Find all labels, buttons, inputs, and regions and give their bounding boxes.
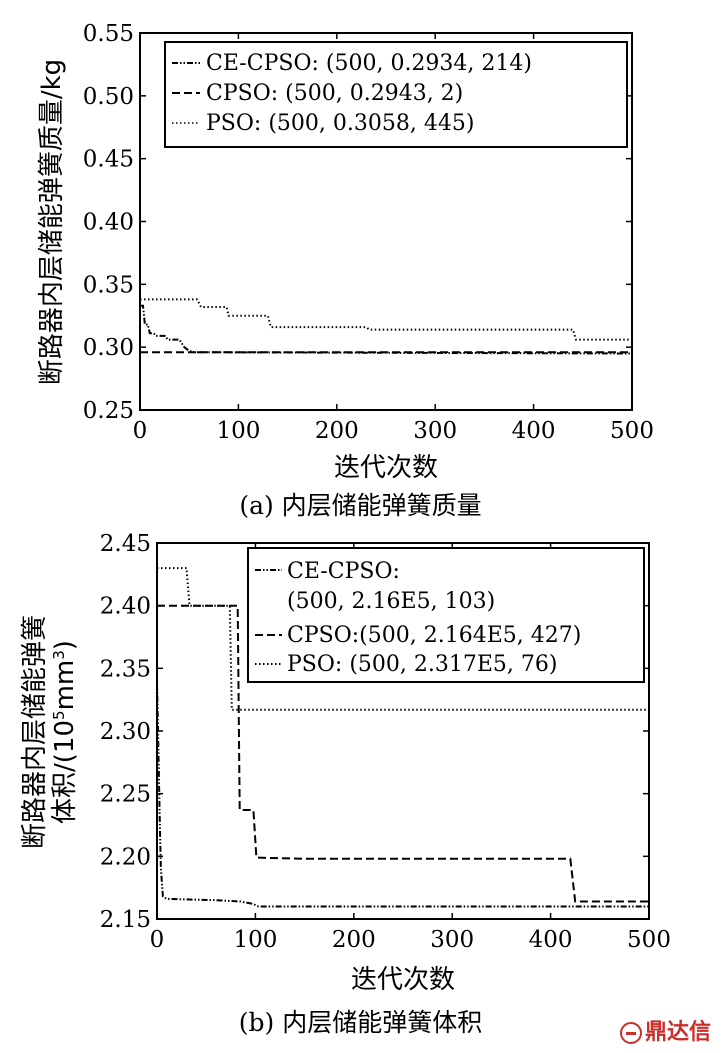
chart-a-xtick-label: 200 [315, 418, 359, 444]
chart-a-ytick-label: 0.50 [83, 84, 134, 110]
chart-b-ytick-label: 2.45 [100, 531, 151, 557]
chart-b-legend-box [247, 547, 645, 683]
chart-b-legend-entry-ce-cpso-values: (500, 2.16E5, 103) [287, 589, 495, 614]
chart-a-xlabel: 迭代次数 [334, 453, 438, 483]
watermark-icon [619, 1022, 642, 1044]
chart-b-xtick-label: 0 [150, 927, 165, 953]
watermark-logo: 鼎达信 [619, 1014, 711, 1046]
chart-b-series-pso [157, 567, 649, 711]
chart-a-ytick-label: 0.30 [83, 335, 134, 361]
chart-b: 0 100 200 300 400 500 2.15 2.20 2.25 2.30 2.35 2.40… [20, 531, 671, 995]
chart-b-legend: CE-CPSO: (500, 2.16E5, 103) CPSO:(500, 2… [247, 547, 645, 683]
chart-a-ylabel: 断路器内层储能弹簧质量/kg [37, 59, 67, 385]
chart-a-legend: CE-CPSO: (500, 0.2934, 214) CPSO: (500, … [164, 41, 628, 148]
chart-b-ytick-label: 2.15 [100, 907, 151, 933]
chart-a-series-ce-cpso [140, 304, 633, 355]
chart-a: 0 100 200 300 400 500 0.25 0.30 0.35 0.40 0.45 0.50… [37, 21, 654, 483]
chart-a-xtick-label: 100 [216, 418, 260, 444]
chart-a-series-pso [140, 298, 632, 341]
chart-a-xtick-label: 500 [610, 418, 654, 444]
chart-b-ticks: 0 100 200 300 400 500 2.15 2.20 2.25 2.30 2.35 2.40… [100, 531, 671, 953]
chart-a-legend-entry-cpso: CPSO: (500, 0.2943, 2) [206, 81, 463, 106]
chart-a-xtick-label: 0 [133, 418, 148, 444]
chart-a-ytick-label: 0.45 [83, 147, 134, 173]
chart-b-caption: (b) 内层储能弹簧体积 [238, 1008, 483, 1037]
chart-b-xtick-label: 200 [332, 927, 376, 953]
chart-b-ytick-label: 2.35 [100, 656, 151, 682]
chart-b-xtick-label: 500 [627, 927, 671, 953]
chart-b-ylabel-mid: mm [50, 660, 80, 711]
chart-b-xtick-label: 400 [529, 927, 573, 953]
chart-b-series-cpso [157, 604, 649, 903]
chart-a-xtick-label: 300 [413, 418, 457, 444]
chart-b-legend-entry-pso: PSO: (500, 2.317E5, 76) [287, 652, 557, 677]
chart-b-ylabel-part1: 体积/(10 [50, 720, 80, 824]
chart-b-series-group [156, 567, 649, 908]
chart-a-ytick-label: 0.35 [83, 272, 134, 298]
chart-a-series-group [140, 298, 633, 355]
chart-a-caption: (a) 内层储能弹簧质量 [239, 491, 482, 520]
chart-b-xtick-label: 100 [233, 927, 277, 953]
chart-a-ytick-label: 0.25 [83, 398, 134, 424]
chart-a-ytick-label: 0.55 [83, 21, 134, 47]
chart-b-ylabel-sup2: 3 [50, 650, 68, 660]
chart-a-legend-entry-pso: PSO: (500, 0.3058, 445) [206, 111, 474, 136]
chart-b-ytick-label: 2.20 [100, 844, 151, 870]
chart-b-xlabel: 迭代次数 [351, 965, 455, 995]
chart-a-legend-box [164, 41, 628, 148]
chart-a-legend-entry-ce-cpso: CE-CPSO: (500, 0.2934, 214) [206, 51, 532, 76]
chart-b-ylabel-sup1: 5 [50, 710, 68, 720]
chart-b-legend-entry-cpso: CPSO:(500, 2.164E5, 427) [287, 623, 581, 648]
chart-b-xtick-label: 300 [430, 927, 474, 953]
chart-b-ytick-label: 2.40 [100, 594, 151, 620]
chart-b-ylabel-end: ) [50, 640, 80, 650]
chart-b-legend-entry-ce-cpso: CE-CPSO: [287, 559, 400, 584]
chart-b-ylabel-line1: 断路器内层储能弹簧 [20, 615, 50, 849]
chart-b-ytick-label: 2.30 [100, 719, 151, 745]
watermark-text: 鼎达信 [644, 1020, 711, 1045]
chart-a-ytick-label: 0.40 [83, 210, 134, 236]
chart-b-series-ce-cpso [156, 680, 649, 908]
chart-a-ticks: 0 100 200 300 400 500 0.25 0.30 0.35 0.40 0.45 0.50… [83, 21, 654, 444]
chart-a-xtick-label: 400 [512, 418, 556, 444]
chart-b-ylabel-line2: 体积/(105mm3) [50, 640, 80, 824]
chart-b-ytick-label: 2.25 [100, 782, 151, 808]
